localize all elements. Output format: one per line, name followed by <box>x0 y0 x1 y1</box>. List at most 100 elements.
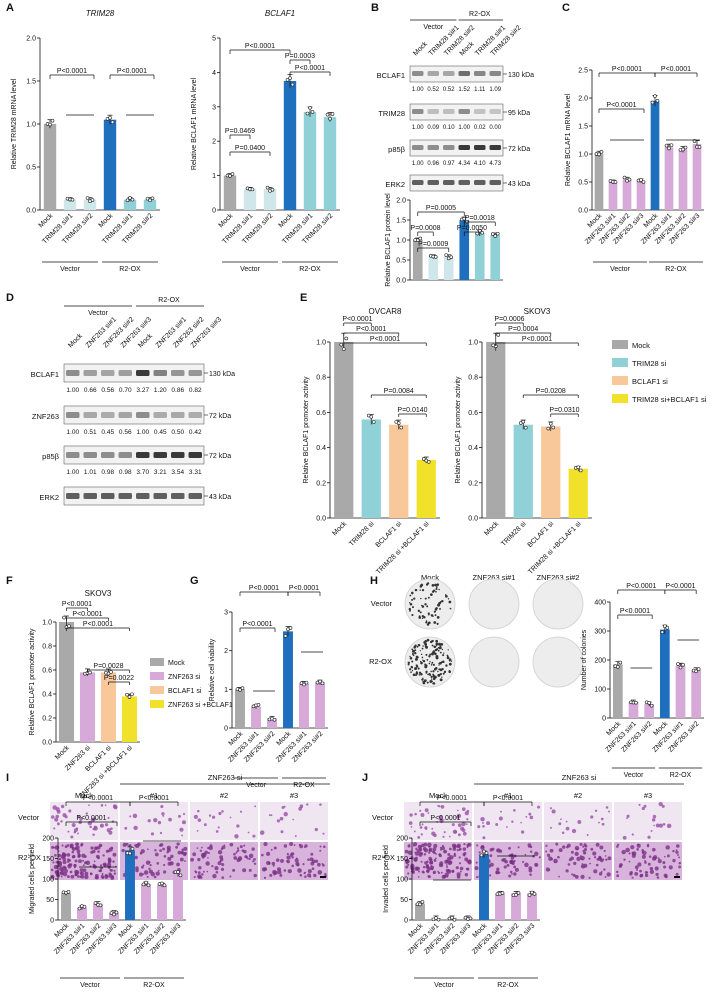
panelI-cell <box>215 870 219 874</box>
panelI-cell <box>207 846 210 850</box>
panelI-cell <box>287 869 292 874</box>
panelI-cell <box>239 810 243 813</box>
panelH-colony <box>432 663 435 666</box>
panelJ-cell <box>441 874 446 879</box>
panelJ-chart-bar <box>511 893 521 920</box>
panelH-colony-well <box>404 578 456 630</box>
panelI-cell <box>239 845 243 849</box>
panelJ-micrograph <box>614 842 682 880</box>
panelB-blot-frame <box>409 103 504 121</box>
panelJ-cell <box>456 845 461 849</box>
panelD-band <box>136 412 150 418</box>
panelJ-cell <box>505 826 508 828</box>
panelA-trim28-dot <box>130 197 135 202</box>
panelB-kda: 43 kDa <box>508 181 530 188</box>
panelH-colony <box>409 655 411 658</box>
panelA-bclaf1-dot <box>330 112 335 116</box>
panelH-colony <box>431 652 434 656</box>
panelJ-cell <box>513 872 517 876</box>
panelJ-cell <box>649 866 654 871</box>
panelJ-cell <box>508 846 511 850</box>
panelJ-cell <box>433 859 437 862</box>
panelB-band <box>427 71 439 76</box>
panelC-ytick-label: 1.5 <box>578 124 588 131</box>
panelE-ovcar8-ylabel: Relative BCLAF1 promoter activity <box>303 376 310 483</box>
panelJ-cell <box>458 848 461 851</box>
panelE-ovcar8-p4-label: P=0.0084 <box>384 388 414 395</box>
panelI-cell <box>179 857 184 862</box>
panelI-cell <box>241 849 245 852</box>
panelH-colony <box>417 609 421 613</box>
panelJ-cell <box>666 854 670 858</box>
panelI-cell <box>157 820 162 825</box>
panelJ-cell <box>486 821 491 826</box>
panelD-band <box>153 370 167 376</box>
panelI-cell <box>142 864 145 867</box>
panelB-blot-name: TRIM28 <box>378 109 405 118</box>
panelI-cell <box>291 856 294 859</box>
panelJ-cell <box>607 856 612 861</box>
panelJ-cell <box>461 807 466 812</box>
panelI-cell <box>139 851 143 855</box>
panelI-cell <box>159 843 164 847</box>
panelA-bclaf1-dot <box>265 185 270 190</box>
panelE-skov3-ytick-label: 0.0 <box>468 516 478 523</box>
panelJ-cell <box>594 809 598 812</box>
panelI-cell <box>237 856 243 861</box>
panelI-cell <box>167 856 172 861</box>
panelJ-cell <box>641 806 645 811</box>
panelI-cell <box>314 827 318 832</box>
panelA-trim28-bar <box>63 199 77 210</box>
panelI-cell <box>100 824 103 827</box>
panelG-dot <box>288 626 293 630</box>
panelI-cell <box>313 873 317 878</box>
panelH-colony <box>410 665 413 669</box>
panelG-dot <box>283 634 288 638</box>
panelJ-cell <box>655 872 659 877</box>
panelH-colony <box>429 661 431 663</box>
panelI-cell <box>234 834 239 839</box>
panelJ-cell <box>448 835 451 838</box>
panelJ-cell <box>441 846 446 850</box>
panelH-colony <box>448 658 452 661</box>
panelJ-cell <box>595 842 600 847</box>
panelJ-cell <box>420 813 425 817</box>
panelI-cell <box>302 862 305 866</box>
panelI-cell <box>74 847 78 851</box>
panelJ-cell <box>636 868 639 871</box>
panelH-colony <box>432 640 434 642</box>
panelJ-cell <box>489 848 493 852</box>
panelD-quant: 0.42 <box>189 429 202 436</box>
panelG-bar <box>315 682 325 728</box>
panelJ-cell <box>413 845 415 847</box>
panelI-chart-dot <box>162 883 167 888</box>
panelI-cell <box>51 845 55 849</box>
panelI-cell <box>252 860 255 863</box>
panelC-ytick-label: 2.5 <box>578 68 588 75</box>
panelD-quant: 0.98 <box>101 469 114 476</box>
panelH-colony <box>415 665 419 668</box>
panelI-cell <box>71 850 75 854</box>
panelD-band <box>66 412 80 418</box>
panelC-bar <box>678 149 688 210</box>
panelJ-cell <box>503 865 507 869</box>
panelC-p1-label: P<0.0001 <box>612 66 642 73</box>
panelJ-cell <box>644 860 647 863</box>
panelI-cell <box>201 873 204 876</box>
panelJ-cell <box>546 853 551 857</box>
panelC-dot <box>664 143 669 148</box>
panelI-cell <box>180 851 184 855</box>
panelI-cell <box>168 817 172 822</box>
panelA-trim28-p2-label: P<0.0001 <box>117 68 147 75</box>
panelF-ytick-label: 0.4 <box>42 692 52 699</box>
panelH-chart-dot <box>665 626 670 630</box>
panelH-colony <box>424 645 428 648</box>
panelJ-cell <box>641 848 645 852</box>
panelB-chart-p5-label: P=0.0009 <box>418 241 448 248</box>
panelH-colony <box>437 649 440 652</box>
panelJ-cell <box>665 845 670 850</box>
panelG-group-label: R2-OX <box>293 782 315 789</box>
panelE-legend-label: Mock <box>632 341 650 350</box>
panelI-chart-dot <box>66 890 71 894</box>
